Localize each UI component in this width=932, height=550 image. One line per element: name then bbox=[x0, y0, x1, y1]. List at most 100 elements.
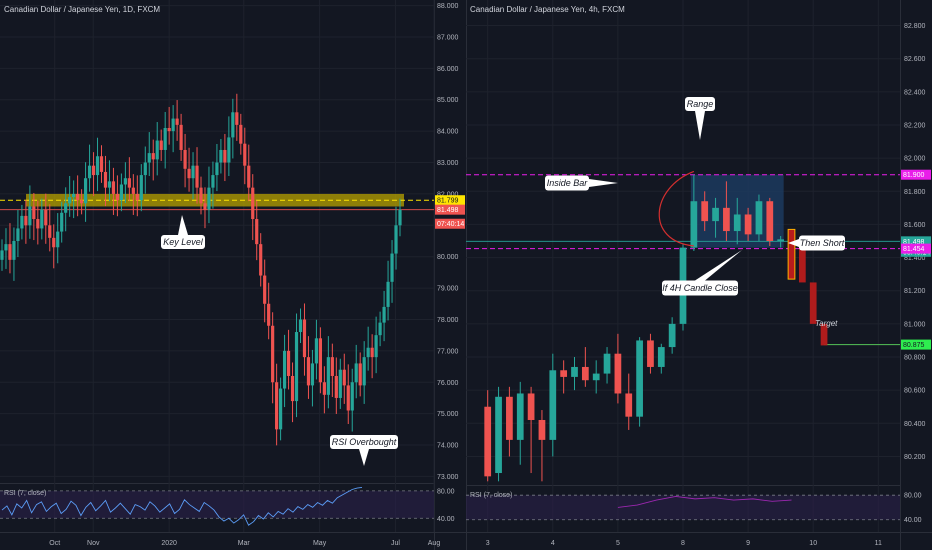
left-ytick-label: 83.000 bbox=[437, 160, 459, 167]
left-candle bbox=[68, 197, 72, 204]
right-price-tag: 80.875 bbox=[903, 342, 925, 349]
rsi-overbought-callout-tail bbox=[359, 449, 369, 466]
left-candle bbox=[279, 388, 283, 430]
right-candle bbox=[647, 340, 654, 367]
left-candle bbox=[382, 306, 386, 323]
left-candle bbox=[310, 363, 315, 386]
right-price-tag-bg bbox=[901, 236, 931, 247]
left-candle bbox=[203, 203, 207, 210]
inside-bar-callout: Inside Bar bbox=[545, 175, 618, 191]
left-candle bbox=[247, 165, 251, 188]
left-price-tag-bg bbox=[435, 218, 465, 229]
left-candle bbox=[131, 187, 135, 194]
left-candle bbox=[263, 275, 267, 304]
left-candle bbox=[239, 124, 243, 144]
left-candle bbox=[271, 325, 275, 383]
left-candle bbox=[83, 178, 88, 204]
rsi-overbought-callout-box bbox=[330, 435, 398, 449]
right-rsi-label: RSI (7, close) bbox=[470, 492, 512, 499]
left-candle bbox=[366, 347, 370, 358]
left-candle bbox=[338, 369, 342, 398]
left-candle bbox=[211, 175, 215, 188]
right-ytick-label: 80.600 bbox=[904, 388, 926, 395]
right-xtick-label: 11 bbox=[875, 540, 882, 547]
left-candle bbox=[394, 225, 398, 254]
left-candle bbox=[227, 137, 231, 163]
left-candle bbox=[183, 149, 187, 169]
right-ytick-label: 80.800 bbox=[904, 355, 926, 362]
right-price-tag: 81.900 bbox=[903, 172, 925, 179]
left-price-tag: 07:40:14 bbox=[437, 221, 464, 228]
right-price-tag-bg bbox=[901, 243, 931, 254]
right-candle bbox=[777, 239, 785, 241]
left-candle bbox=[223, 149, 227, 163]
left-ytick-label: 82.000 bbox=[437, 191, 459, 198]
right-ytick-label: 82.000 bbox=[904, 156, 926, 163]
left-candle bbox=[398, 209, 402, 226]
left-candle bbox=[215, 162, 219, 176]
left-candle bbox=[64, 203, 68, 213]
right-candle bbox=[516, 393, 524, 440]
right-ytick-label: 82.200 bbox=[904, 122, 926, 129]
left-ytick-label: 86.000 bbox=[437, 66, 459, 73]
left-candle bbox=[199, 187, 203, 204]
right-xtick-label: 5 bbox=[616, 540, 620, 547]
left-candle bbox=[56, 231, 60, 248]
left-candle bbox=[60, 212, 64, 232]
left-candle bbox=[103, 171, 108, 188]
left-candle bbox=[72, 193, 76, 198]
left-candle bbox=[80, 200, 84, 204]
right-candle bbox=[701, 201, 709, 222]
right-chart-title: Canadian Dollar / Japanese Yen, 4h, FXCM bbox=[470, 5, 625, 14]
left-xtick-label: Aug bbox=[428, 540, 441, 547]
left-ytick-label: 74.000 bbox=[437, 443, 459, 450]
left-candle bbox=[358, 363, 362, 386]
right-xtick-label: 10 bbox=[809, 540, 817, 547]
right-ytick-label: 81.200 bbox=[904, 288, 926, 295]
left-candle bbox=[342, 369, 346, 386]
right-candle bbox=[755, 201, 763, 235]
left-candle bbox=[370, 347, 374, 358]
left-xtick-label: Mar bbox=[238, 540, 251, 547]
right-xtick-label: 3 bbox=[486, 540, 490, 547]
left-candle bbox=[28, 206, 32, 226]
right-rsi-level-label: 80.00 bbox=[904, 493, 922, 500]
left-candle bbox=[187, 168, 191, 179]
right-candle bbox=[744, 214, 752, 235]
left-candle bbox=[4, 244, 8, 251]
right-candle bbox=[495, 396, 502, 474]
rsi-overbought-callout-text: RSI Overbought bbox=[332, 437, 397, 447]
left-xtick-label: 2020 bbox=[161, 540, 177, 547]
candle-close-callout-box bbox=[662, 280, 738, 296]
left-ytick-label: 87.000 bbox=[437, 34, 459, 41]
left-rsi-line bbox=[1, 486, 363, 526]
right-ytick-label: 81.400 bbox=[904, 255, 926, 262]
left-candle bbox=[111, 181, 116, 194]
left-candle bbox=[286, 350, 291, 376]
left-candle bbox=[8, 244, 12, 260]
right-candle bbox=[636, 340, 643, 417]
left-candle bbox=[163, 127, 167, 150]
left-candle bbox=[314, 338, 319, 364]
left-candle bbox=[32, 206, 36, 220]
right-candle bbox=[581, 366, 589, 381]
right-ytick-label: 80.400 bbox=[904, 421, 926, 428]
left-candle bbox=[294, 332, 299, 402]
right-candle bbox=[560, 370, 568, 377]
projected-short-candle bbox=[809, 282, 817, 324]
left-candle bbox=[123, 178, 127, 185]
left-candle bbox=[306, 357, 311, 386]
right-price-tag-bg bbox=[901, 339, 931, 350]
left-candle bbox=[48, 225, 52, 238]
then-short-callout-text: Then Short bbox=[800, 238, 845, 248]
left-ytick-label: 85.000 bbox=[437, 97, 459, 104]
left-candle bbox=[318, 338, 322, 383]
rsi-overbought-callout: RSI Overbought bbox=[330, 435, 398, 466]
left-candle bbox=[191, 165, 195, 179]
left-candle bbox=[243, 143, 247, 166]
inside-bar-callout-tail bbox=[589, 179, 618, 187]
right-candle bbox=[506, 396, 513, 440]
right-candle bbox=[549, 370, 557, 440]
left-candle bbox=[275, 382, 279, 430]
